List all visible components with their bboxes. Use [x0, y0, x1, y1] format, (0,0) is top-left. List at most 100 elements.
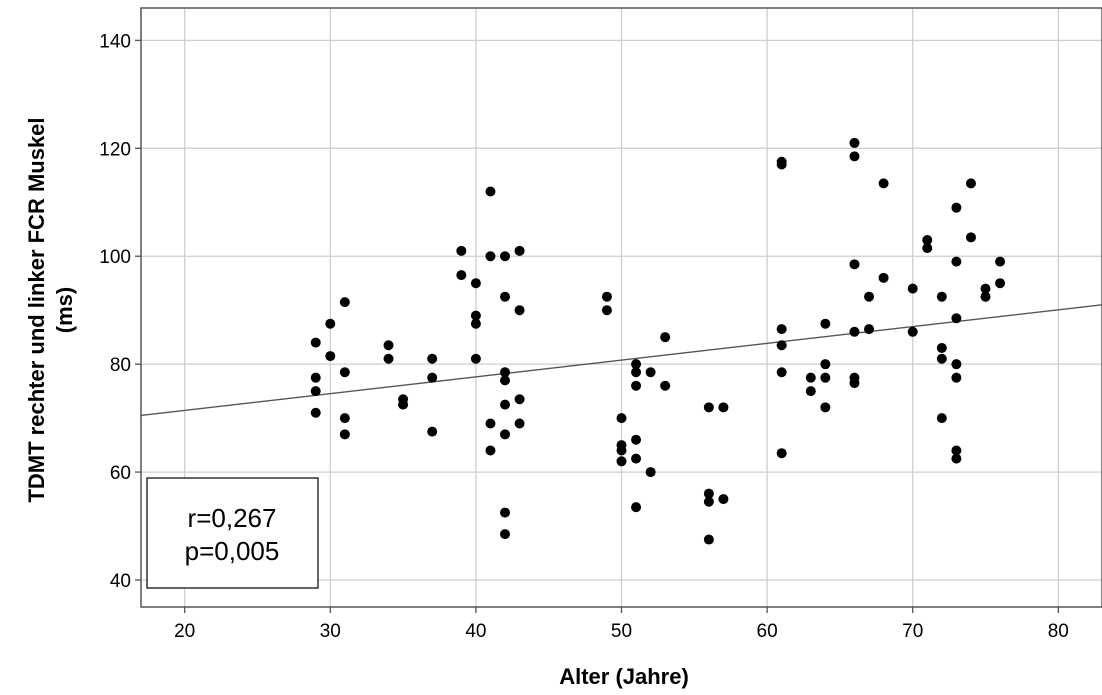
- data-point: [660, 332, 671, 343]
- data-point: [776, 367, 787, 378]
- data-point: [456, 245, 467, 256]
- data-point: [485, 186, 496, 197]
- data-point: [660, 380, 671, 391]
- x-tick-label: 70: [902, 621, 923, 642]
- data-point: [951, 313, 962, 324]
- data-point: [383, 340, 394, 351]
- data-point: [485, 418, 496, 429]
- data-point: [500, 367, 511, 378]
- x-tick-label: 20: [174, 621, 195, 642]
- data-point: [310, 386, 321, 397]
- data-point: [500, 429, 511, 440]
- x-axis-title: Alter (Jahre): [559, 664, 689, 689]
- data-point: [631, 380, 642, 391]
- data-point: [631, 434, 642, 445]
- data-point: [849, 137, 860, 148]
- data-point: [878, 272, 889, 283]
- data-point: [339, 367, 350, 378]
- data-point: [951, 372, 962, 383]
- data-point: [849, 259, 860, 270]
- data-point: [470, 318, 481, 329]
- data-point: [951, 453, 962, 464]
- data-point: [936, 413, 947, 424]
- data-point: [514, 394, 525, 405]
- y-tick-label: 40: [110, 571, 131, 592]
- data-point: [631, 367, 642, 378]
- data-point: [936, 342, 947, 353]
- data-point: [339, 429, 350, 440]
- x-tick-label: 40: [465, 621, 486, 642]
- data-point: [631, 502, 642, 513]
- y-axis-title-line1: TDMT rechter und linker FCR Muskel: [24, 117, 49, 502]
- data-point: [776, 159, 787, 170]
- data-point: [616, 445, 627, 456]
- data-point: [485, 445, 496, 456]
- data-point: [703, 496, 714, 507]
- y-tick-label: 100: [99, 247, 131, 268]
- data-point: [936, 291, 947, 302]
- data-point: [951, 256, 962, 267]
- data-point: [500, 529, 511, 540]
- data-point: [849, 326, 860, 337]
- data-point: [951, 445, 962, 456]
- x-tick-label: 30: [320, 621, 341, 642]
- data-point: [310, 372, 321, 383]
- data-point: [631, 359, 642, 370]
- data-point: [398, 399, 409, 410]
- data-point: [325, 351, 336, 362]
- data-point: [310, 337, 321, 348]
- data-point: [427, 372, 438, 383]
- data-point: [339, 297, 350, 308]
- y-tick-label: 80: [110, 355, 131, 376]
- data-point: [500, 375, 511, 386]
- x-tick-label: 50: [611, 621, 632, 642]
- stats-r-value: r=0,267: [188, 503, 277, 533]
- data-point: [820, 372, 831, 383]
- data-point: [470, 310, 481, 321]
- data-point: [776, 448, 787, 459]
- data-point: [805, 372, 816, 383]
- data-point: [500, 291, 511, 302]
- data-point: [427, 353, 438, 364]
- data-point: [645, 367, 656, 378]
- data-point: [951, 359, 962, 370]
- data-point: [878, 178, 889, 189]
- data-point: [776, 324, 787, 335]
- tick-labels: 20 30 40 50 60 70 80 40 60 80 100 120 140: [99, 31, 1069, 642]
- stats-p-value: p=0,005: [185, 536, 280, 566]
- y-axis-title-line2: (ms): [52, 287, 77, 333]
- data-point: [951, 202, 962, 213]
- data-point: [995, 278, 1006, 289]
- data-point: [514, 418, 525, 429]
- data-point: [849, 151, 860, 162]
- fit-line-group: [140, 304, 1102, 417]
- data-point: [776, 340, 787, 351]
- y-tick-label: 140: [99, 31, 131, 52]
- stats-box-frame: [146, 477, 319, 589]
- data-point: [645, 467, 656, 478]
- data-point: [922, 235, 933, 246]
- data-point: [922, 243, 933, 254]
- data-point: [514, 305, 525, 316]
- data-point: [907, 326, 918, 337]
- data-point: [907, 283, 918, 294]
- x-tick-label: 60: [757, 621, 778, 642]
- y-tick-label: 120: [99, 139, 131, 160]
- regression-line: [140, 304, 1102, 417]
- gridlines: [141, 8, 1102, 607]
- data-point: [995, 256, 1006, 267]
- data-point: [383, 353, 394, 364]
- data-point: [500, 507, 511, 518]
- data-points: [310, 137, 1006, 545]
- data-point: [936, 353, 947, 364]
- data-point: [310, 407, 321, 418]
- data-point: [631, 453, 642, 464]
- data-point: [500, 399, 511, 410]
- data-point: [500, 251, 511, 262]
- data-point: [864, 291, 875, 302]
- data-point: [864, 324, 875, 335]
- data-point: [514, 245, 525, 256]
- data-point: [470, 278, 481, 289]
- data-point: [427, 426, 438, 437]
- data-point: [616, 456, 627, 467]
